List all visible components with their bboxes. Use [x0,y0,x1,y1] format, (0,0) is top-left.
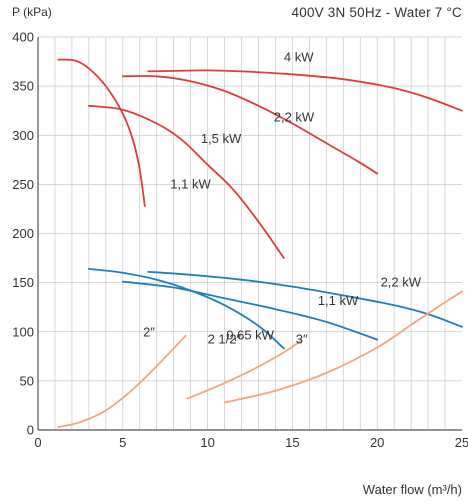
y-tick-label: 300 [12,128,34,143]
x-tick-label: 0 [34,435,41,450]
annotation-labels: 4 kW 2,2 kW 1,5 kW 1,1 kW 2,2 kW 1,1 kW 0,65 k… [143,50,422,347]
series-label: 4 kW [284,50,314,65]
chart-subtitle: 400V 3N 50Hz - Water 7 °C [291,5,462,20]
series-line-pump-red [121,75,379,175]
y-tick-label: 250 [12,177,34,192]
series-line-pump-blue [88,268,285,350]
series-label: 2,2 kW [274,109,315,124]
series-label: 2″ [143,325,155,340]
series-label: 3″ [296,332,308,347]
series-lines [57,58,463,428]
series-line-pump-red [88,104,285,259]
series-line-pump-blue [147,270,463,328]
series-line-pump-red [57,58,146,207]
x-tick-label: 15 [285,435,299,450]
series-label: 1,1 kW [170,176,211,191]
y-tick-label: 400 [12,30,34,45]
series-label: 1,5 kW [201,131,242,146]
x-axis-label: Water flow (m³/h) [362,482,462,497]
series-line-pump-blue [121,280,379,341]
y-tick-label: 150 [12,275,34,290]
x-tick-label: 10 [200,435,214,450]
y-tick-label: 200 [12,226,34,241]
series-line-pipe [57,334,187,428]
series-label: 0,65 kW [226,328,274,343]
y-tick-label: 350 [12,79,34,94]
x-tick-label: 20 [370,435,384,450]
y-tick-label: 100 [12,324,34,339]
y-tick-label: 50 [20,373,34,388]
series-line-pump-red [147,69,463,112]
y-tick-label: 0 [27,423,34,438]
series-line-pipe [186,339,302,400]
series-line-pipe [223,290,463,404]
series-label: 1,1 kW [318,293,359,308]
x-tick-label: 5 [119,435,126,450]
x-tick-label: 25 [455,435,468,450]
tick-labels: 0 50 100 150 200 250 300 350 400 0 5 10 15 20 25 [12,30,468,451]
y-axis-label: P (kPa) [12,5,52,19]
series-label: 2,2 kW [381,275,422,290]
axes [37,37,462,431]
series-label: 2 1/2″ [208,332,242,347]
